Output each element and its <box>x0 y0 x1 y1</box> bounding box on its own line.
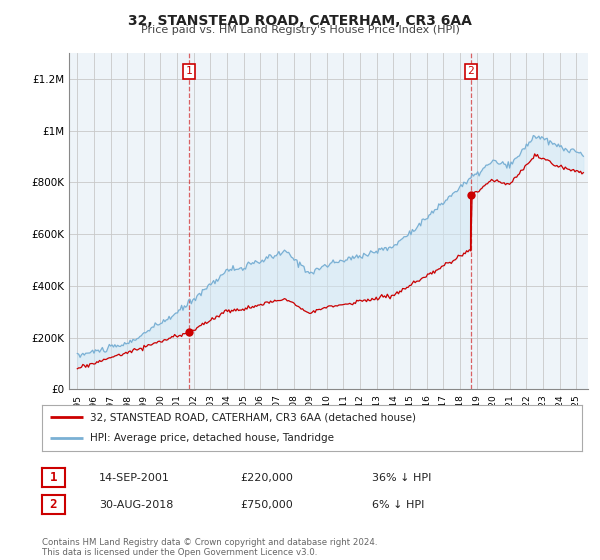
Text: 2: 2 <box>50 498 57 511</box>
Text: 30-AUG-2018: 30-AUG-2018 <box>99 500 173 510</box>
Text: £750,000: £750,000 <box>240 500 293 510</box>
Text: Contains HM Land Registry data © Crown copyright and database right 2024.
This d: Contains HM Land Registry data © Crown c… <box>42 538 377 557</box>
Text: HPI: Average price, detached house, Tandridge: HPI: Average price, detached house, Tand… <box>89 433 334 444</box>
Text: £220,000: £220,000 <box>240 473 293 483</box>
Text: 32, STANSTEAD ROAD, CATERHAM, CR3 6AA (detached house): 32, STANSTEAD ROAD, CATERHAM, CR3 6AA (d… <box>89 412 416 422</box>
Text: 1: 1 <box>50 471 57 484</box>
Text: 6% ↓ HPI: 6% ↓ HPI <box>372 500 424 510</box>
Text: 14-SEP-2001: 14-SEP-2001 <box>99 473 170 483</box>
Text: 1: 1 <box>185 66 193 76</box>
Text: Price paid vs. HM Land Registry's House Price Index (HPI): Price paid vs. HM Land Registry's House … <box>140 25 460 35</box>
Text: 36% ↓ HPI: 36% ↓ HPI <box>372 473 431 483</box>
Text: 32, STANSTEAD ROAD, CATERHAM, CR3 6AA: 32, STANSTEAD ROAD, CATERHAM, CR3 6AA <box>128 14 472 28</box>
Text: 2: 2 <box>467 66 474 76</box>
